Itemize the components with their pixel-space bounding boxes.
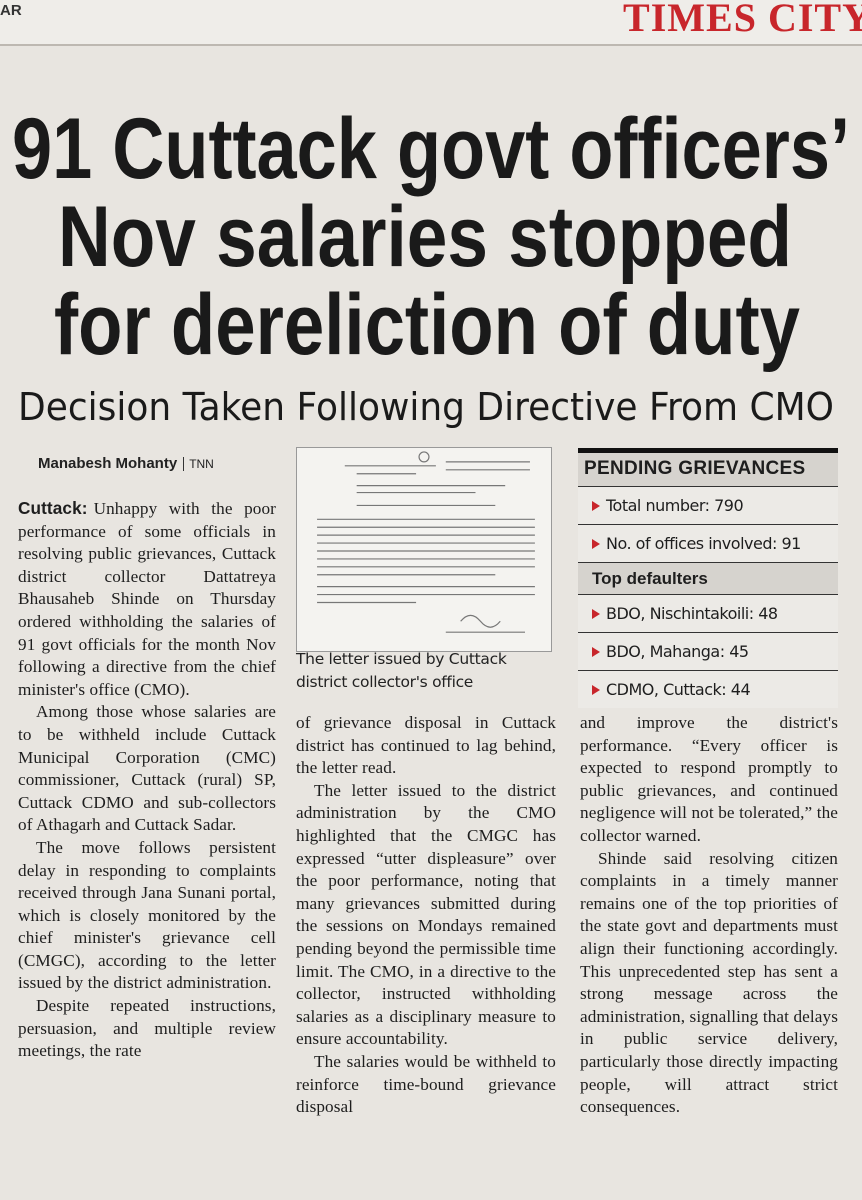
page-edge-text: AR xyxy=(0,2,22,19)
fact-box-title: PENDING GRIEVANCES xyxy=(578,448,838,486)
top-bar xyxy=(0,0,862,46)
headline-line: for dereliction of duty xyxy=(54,277,800,373)
paragraph: The letter issued to the district admini… xyxy=(296,780,556,1049)
author: Manabesh Mohanty xyxy=(38,455,178,472)
headline-line: 91 Cuttack govt officers’ xyxy=(12,101,850,197)
agency: TNN xyxy=(183,457,214,471)
fact-item: Total number: 790 xyxy=(578,486,838,524)
subheadline: Decision Taken Following Directive From … xyxy=(18,385,834,429)
fact-box-subtitle: Top defaulters xyxy=(578,562,838,594)
paragraph: and improve the district's performance. … xyxy=(580,713,838,845)
defaulter-item: CDMO, Cuttack: 44 xyxy=(578,670,838,708)
paragraph: of grievance disposal in Cuttack distric… xyxy=(296,713,556,778)
article-column: Cuttack: Unhappy with the poor performanc… xyxy=(18,497,276,1175)
defaulter-item: BDO, Nischintakoili: 48 xyxy=(578,594,838,632)
fact-box-items: Total number: 790 No. of offices involved… xyxy=(578,486,838,562)
paragraph: Despite repeated instructions, persuasio… xyxy=(18,996,276,1061)
headline-block: 91 Cuttack govt officers’ Nov salaries s… xyxy=(12,101,850,429)
dateline: Cuttack: xyxy=(18,498,88,518)
paragraph: Cuttack: Unhappy with the poor performanc… xyxy=(18,497,276,701)
article-column: and improve the district's performance. … xyxy=(580,712,838,1178)
paragraph: Shinde said resolving citizen complaints… xyxy=(580,848,838,1117)
paragraph: The move follows persistent delay in res… xyxy=(18,837,276,993)
defaulter-item: BDO, Mahanga: 45 xyxy=(578,632,838,670)
paragraph-text: Unhappy with the poor performance of som… xyxy=(18,499,276,699)
fact-item: No. of offices involved: 91 xyxy=(578,524,838,562)
byline: Manabesh Mohanty TNN xyxy=(38,455,214,472)
article-column: of grievance disposal in Cuttack distric… xyxy=(296,712,556,1178)
section-title: TIMES CITY xyxy=(623,0,862,40)
headline-line: Nov salaries stopped xyxy=(58,189,792,285)
paragraph: Among those whose salaries are to be wit… xyxy=(18,702,276,835)
image-caption: The letter issued by Cuttack district co… xyxy=(296,650,507,691)
letter-image xyxy=(296,447,552,652)
paragraph: The salaries would be withheld to reinfo… xyxy=(296,1051,556,1117)
fact-box-defaulters: BDO, Nischintakoili: 48 BDO, Mahanga: 45 C… xyxy=(578,594,838,708)
fact-box: PENDING GRIEVANCES Total number: 790 No. … xyxy=(578,448,838,708)
